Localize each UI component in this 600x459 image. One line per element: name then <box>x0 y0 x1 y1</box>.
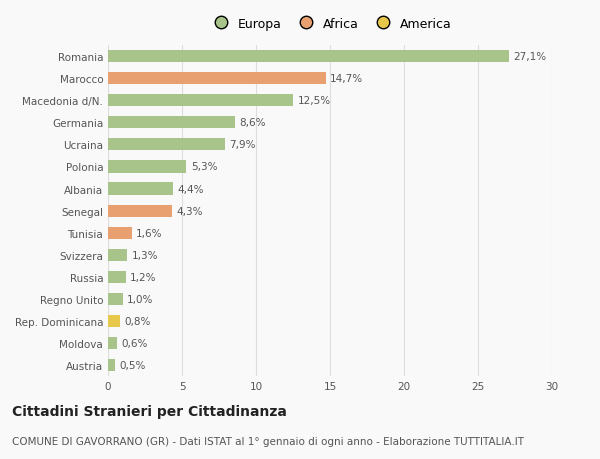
Text: 1,3%: 1,3% <box>131 250 158 260</box>
Bar <box>108 51 509 63</box>
Text: 0,6%: 0,6% <box>121 338 148 348</box>
Bar <box>108 95 293 107</box>
Text: 4,3%: 4,3% <box>176 206 203 216</box>
Text: 14,7%: 14,7% <box>330 74 363 84</box>
Bar <box>108 161 187 173</box>
Bar <box>108 271 126 283</box>
Text: 1,6%: 1,6% <box>136 228 163 238</box>
Bar <box>108 205 172 217</box>
Text: 7,9%: 7,9% <box>229 140 256 150</box>
Text: 5,3%: 5,3% <box>191 162 217 172</box>
Bar <box>108 359 115 371</box>
Text: 1,0%: 1,0% <box>127 294 154 304</box>
Text: 4,4%: 4,4% <box>178 184 204 194</box>
Text: Cittadini Stranieri per Cittadinanza: Cittadini Stranieri per Cittadinanza <box>12 404 287 418</box>
Text: COMUNE DI GAVORRANO (GR) - Dati ISTAT al 1° gennaio di ogni anno - Elaborazione : COMUNE DI GAVORRANO (GR) - Dati ISTAT al… <box>12 436 524 446</box>
Bar <box>108 139 225 151</box>
Bar <box>108 293 123 305</box>
Legend: Europa, Africa, America: Europa, Africa, America <box>206 15 454 33</box>
Bar <box>108 117 235 129</box>
Bar <box>108 183 173 195</box>
Text: 12,5%: 12,5% <box>298 96 331 106</box>
Text: 8,6%: 8,6% <box>240 118 266 128</box>
Text: 0,5%: 0,5% <box>120 360 146 370</box>
Bar <box>108 227 131 239</box>
Text: 27,1%: 27,1% <box>514 52 547 62</box>
Text: 1,2%: 1,2% <box>130 272 157 282</box>
Bar <box>108 337 117 349</box>
Bar <box>108 73 326 85</box>
Bar <box>108 315 120 327</box>
Text: 0,8%: 0,8% <box>124 316 151 326</box>
Bar <box>108 249 127 261</box>
